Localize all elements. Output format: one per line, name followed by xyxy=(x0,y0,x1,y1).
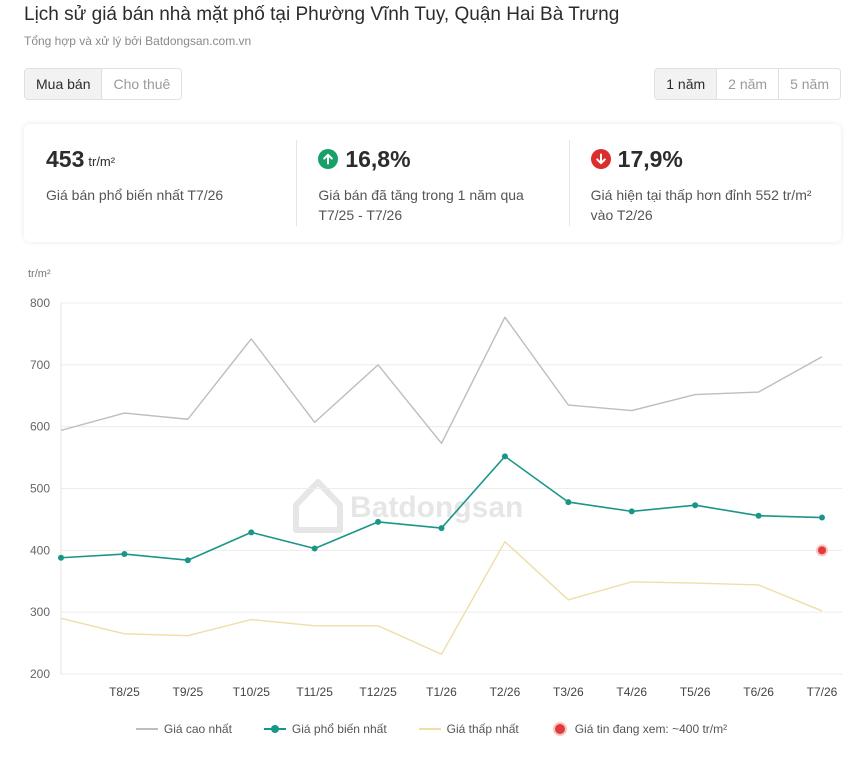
x-tick-label: T9/25 xyxy=(172,685,203,699)
series-line-high xyxy=(60,316,823,445)
range-5-years[interactable]: 5 năm xyxy=(778,69,840,99)
data-point-common xyxy=(628,508,635,515)
x-tick-label: T12/25 xyxy=(359,685,397,699)
x-tick-label: T4/26 xyxy=(616,685,647,699)
time-range-toggle: 1 năm 2 năm 5 năm xyxy=(654,68,841,100)
y-tick-label: 400 xyxy=(30,543,50,557)
stat-card-drop: 17,9% Giá hiện tại thấp hơn đỉnh 552 tr/… xyxy=(568,124,841,242)
growth-description: Giá bán đã tăng trong 1 năm qua T7/25 - … xyxy=(318,187,524,223)
data-point-common xyxy=(692,502,699,509)
data-point-common xyxy=(121,551,128,558)
legend-item-common[interactable]: Giá phổ biến nhất xyxy=(263,722,387,736)
y-axis-unit: tr/m² xyxy=(28,268,51,280)
x-tick-label: T1/26 xyxy=(426,685,457,699)
data-point-common xyxy=(311,545,318,552)
arrow-down-icon xyxy=(590,149,611,169)
legend-label-current: Giá tin đang xem: ~400 tr/m² xyxy=(574,722,728,736)
y-tick-label: 200 xyxy=(30,667,50,681)
data-point-common xyxy=(755,512,762,519)
data-point-common xyxy=(248,529,255,536)
y-tick-label: 700 xyxy=(30,358,50,372)
watermark-icon xyxy=(293,479,343,533)
legend-label-common: Giá phổ biến nhất xyxy=(291,722,387,736)
data-point-common xyxy=(184,557,191,564)
data-point-common xyxy=(565,499,572,506)
y-tick-label: 500 xyxy=(30,482,50,496)
series-line-low xyxy=(60,540,823,655)
tab-cho-thue[interactable]: Cho thuê xyxy=(101,69,182,99)
drop-description: Giá hiện tại thấp hơn đỉnh 552 tr/m² vào… xyxy=(590,187,812,223)
tab-mua-ban[interactable]: Mua bán xyxy=(25,69,102,99)
x-tick-label: T2/26 xyxy=(490,685,521,699)
common-price-unit: tr/m² xyxy=(88,153,116,169)
legend-item-current[interactable]: Giá tin đang xem: ~400 tr/m² xyxy=(551,722,727,736)
watermark-text: Batdongsan xyxy=(350,491,523,524)
data-point-common xyxy=(438,525,445,532)
legend-label-high: Giá cao nhất xyxy=(163,722,232,736)
stat-card-common-price: 453 tr/m² Giá bán phổ biến nhất T7/26 xyxy=(24,124,296,242)
x-tick-label: T10/25 xyxy=(233,685,271,699)
common-price-description: Giá bán phổ biến nhất T7/26 xyxy=(46,187,224,203)
legend-swatch-common xyxy=(263,724,286,734)
range-1-year[interactable]: 1 năm xyxy=(655,69,717,99)
x-tick-label: T3/26 xyxy=(553,685,584,699)
legend-marker-current xyxy=(554,724,565,734)
x-tick-label: T5/26 xyxy=(680,685,711,699)
legend-item-low[interactable]: Giá thấp nhất xyxy=(418,722,519,736)
x-tick-label: T8/25 xyxy=(109,685,140,699)
x-tick-label: T11/25 xyxy=(296,685,333,699)
stat-card-growth: 16,8% Giá bán đã tăng trong 1 năm qua T7… xyxy=(296,124,568,242)
chart-legend: Giá cao nhất Giá phổ biến nhất Giá thấp … xyxy=(0,722,863,736)
stats-panel: 453 tr/m² Giá bán phổ biến nhất T7/26 16… xyxy=(24,124,841,242)
legend-swatch-high xyxy=(135,724,158,734)
legend-swatch-low xyxy=(418,724,441,734)
arrow-up-icon xyxy=(318,149,339,169)
watermark-logo: Batdongsan xyxy=(293,479,523,533)
x-tick-label: T6/26 xyxy=(743,685,774,699)
y-tick-label: 600 xyxy=(30,420,50,434)
legend-item-high[interactable]: Giá cao nhất xyxy=(135,722,232,736)
x-tick-label: T7/26 xyxy=(807,685,838,699)
data-point-common xyxy=(58,554,64,561)
common-price-value: 453 xyxy=(46,145,85,172)
transaction-type-toggle: Mua bán Cho thuê xyxy=(24,68,183,100)
data-point-common xyxy=(501,453,508,460)
legend-label-low: Giá thấp nhất xyxy=(446,722,519,736)
page-subtitle: Tổng hợp và xử lý bởi Batdongsan.com.vn xyxy=(24,34,252,48)
data-point-common xyxy=(819,514,825,521)
data-point-common xyxy=(375,518,382,525)
page-title: Lịch sử giá bán nhà mặt phố tại Phường V… xyxy=(24,4,620,25)
current-listing-marker xyxy=(818,546,826,555)
y-tick-label: 800 xyxy=(30,296,50,310)
range-2-years[interactable]: 2 năm xyxy=(716,69,779,99)
y-tick-label: 300 xyxy=(30,605,50,619)
drop-value: 17,9% xyxy=(617,145,683,172)
growth-value: 16,8% xyxy=(345,145,411,172)
